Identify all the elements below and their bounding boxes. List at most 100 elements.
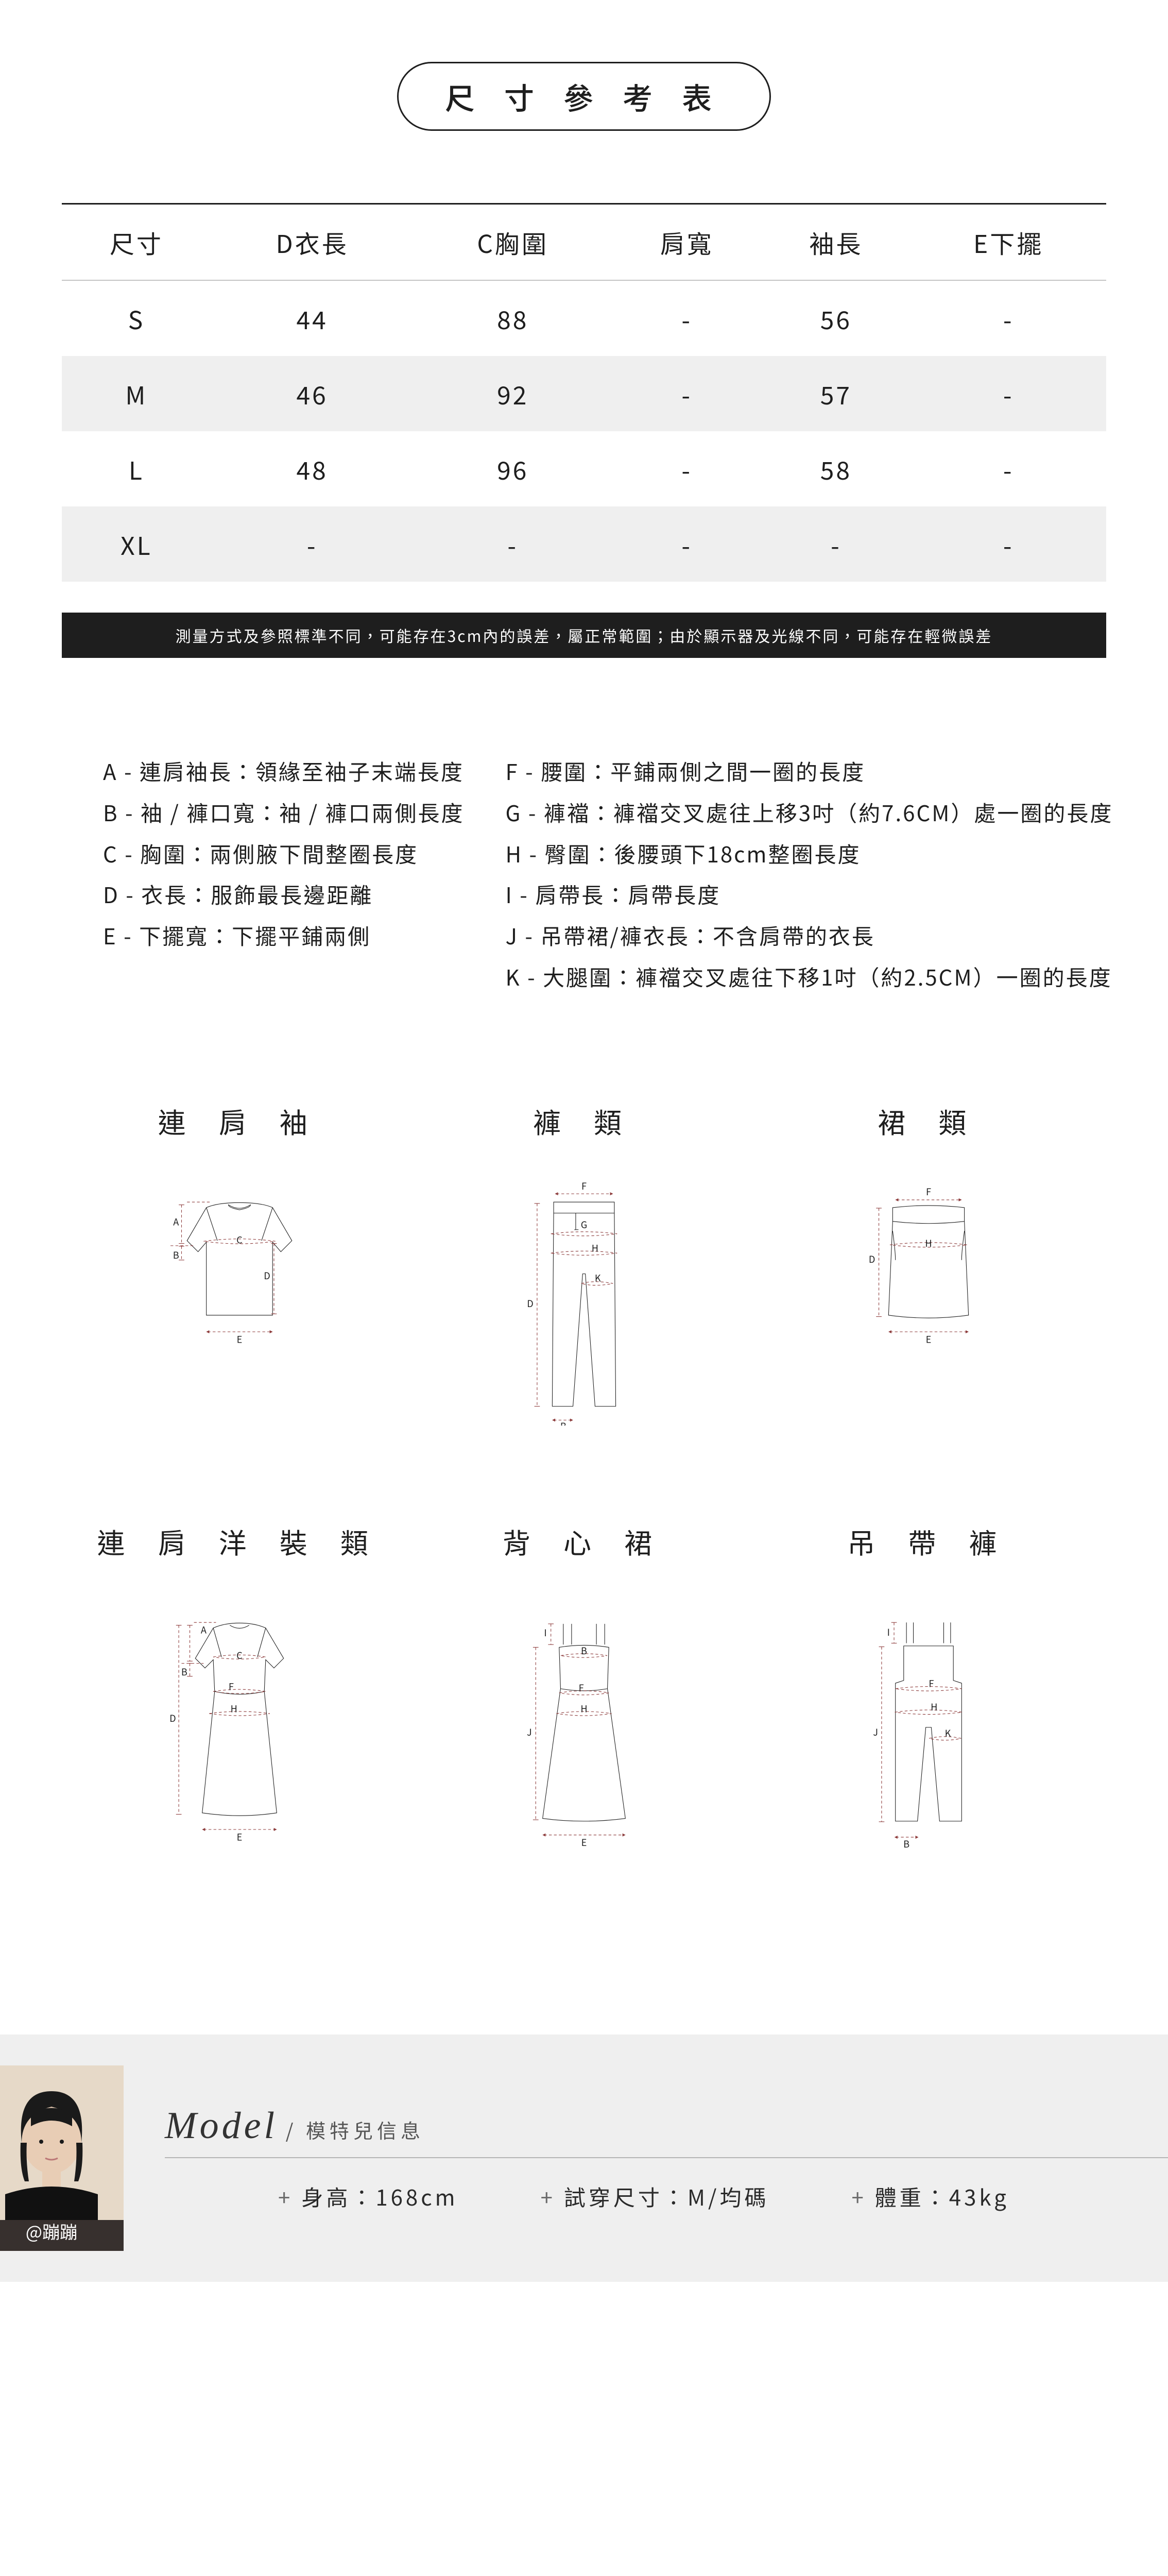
model-stat: 體重：43kg <box>851 2181 1009 2212</box>
size-table-cell: - <box>612 431 762 506</box>
diagram-svg: C F H A B D E <box>162 1598 317 1854</box>
diagram-svg: B F H I J E <box>507 1598 661 1860</box>
legend-item: C - 胸圍：兩側腋下間整圈長度 <box>103 833 465 874</box>
size-table-cell: - <box>911 356 1106 431</box>
svg-text:E: E <box>581 1836 587 1849</box>
diagram: 連 肩 袖 C D E A B <box>82 1100 396 1428</box>
size-table-cell: S <box>62 280 211 356</box>
diagram-title: 吊 帶 褲 <box>847 1521 1010 1562</box>
size-table-cell: XL <box>62 506 211 582</box>
model-heading-row: Model / 模特兒信息 <box>165 2104 1168 2158</box>
diagram-grid: 連 肩 袖 C D E A B 褲 類 G H K F D B 裙 類 H F … <box>82 1100 1086 1860</box>
diagram: 吊 帶 褲 F H K I J B <box>772 1521 1086 1860</box>
size-table-header: D衣長 <box>211 204 414 281</box>
diagram: 褲 類 G H K F D B <box>427 1100 741 1428</box>
size-table-row: XL----- <box>62 506 1106 582</box>
svg-text:F: F <box>926 1185 931 1198</box>
svg-text:K: K <box>945 1726 951 1740</box>
svg-text:I: I <box>544 1626 546 1639</box>
svg-text:A: A <box>200 1623 206 1637</box>
size-table-cell: 58 <box>762 431 911 506</box>
svg-text:G: G <box>581 1218 588 1231</box>
legend-col-right: F - 腰圍：平鋪兩側之間一圈的長度G - 褲襠：褲襠交叉處往上移3吋（約7.6… <box>506 751 1113 997</box>
diagram-title: 連 肩 洋 裝 類 <box>97 1521 381 1562</box>
model-stat: 試穿尺寸：M/均碼 <box>541 2181 769 2212</box>
legend-item: F - 腰圍：平鋪兩側之間一圈的長度 <box>506 751 1113 792</box>
size-table-cell: - <box>911 280 1106 356</box>
diagram: 裙 類 H F D E <box>772 1100 1086 1428</box>
svg-text:B: B <box>181 1665 187 1679</box>
svg-text:H: H <box>931 1700 937 1714</box>
model-handle: @蹦蹦 <box>26 2218 77 2244</box>
size-table-cell: 96 <box>414 431 612 506</box>
svg-text:C: C <box>236 1649 243 1662</box>
svg-text:D: D <box>264 1269 270 1282</box>
size-table-header-row: 尺寸D衣長C胸圍肩寬袖長E下擺 <box>62 204 1106 281</box>
legend-item: B - 袖 / 褲口寬：袖 / 褲口兩側長度 <box>103 792 465 833</box>
svg-text:H: H <box>230 1702 237 1715</box>
size-table-cell: 44 <box>211 280 414 356</box>
svg-text:D: D <box>169 1711 176 1725</box>
size-table-cell: - <box>911 431 1106 506</box>
size-table-header: E下擺 <box>911 204 1106 281</box>
size-table-cell: 88 <box>414 280 612 356</box>
size-table-cell: - <box>414 506 612 582</box>
svg-text:E: E <box>236 1830 242 1843</box>
diagram: 背 心 裙 B F H I J E <box>427 1521 741 1860</box>
size-table: 尺寸D衣長C胸圍肩寬袖長E下擺 S4488-56-M4692-57-L4896-… <box>62 203 1106 582</box>
size-table-cell: M <box>62 356 211 431</box>
model-photo: @蹦蹦 <box>0 2065 124 2251</box>
svg-text:H: H <box>580 1702 587 1715</box>
size-table-body: S4488-56-M4692-57-L4896-58-XL----- <box>62 280 1106 582</box>
size-table-cell: - <box>211 506 414 582</box>
diagram-title: 連 肩 袖 <box>158 1100 321 1141</box>
size-table-cell: L <box>62 431 211 506</box>
size-table-row: L4896-58- <box>62 431 1106 506</box>
svg-text:F: F <box>579 1681 584 1694</box>
svg-text:J: J <box>873 1725 879 1739</box>
diagram-svg: H F D E <box>851 1177 1006 1357</box>
model-heading: Model <box>165 2105 278 2147</box>
model-stat: 身高：168cm <box>278 2181 458 2212</box>
size-table-row: S4488-56- <box>62 280 1106 356</box>
svg-text:F: F <box>229 1680 234 1693</box>
svg-text:F: F <box>581 1179 587 1193</box>
svg-text:E: E <box>926 1332 932 1346</box>
svg-text:E: E <box>236 1332 242 1346</box>
svg-text:D: D <box>869 1252 875 1266</box>
size-table-cell: 92 <box>414 356 612 431</box>
size-table-cell: - <box>762 506 911 582</box>
svg-text:B: B <box>581 1644 587 1657</box>
size-table-cell: - <box>911 506 1106 582</box>
diagram-title: 裙 類 <box>878 1100 980 1141</box>
size-table-cell: - <box>612 506 762 582</box>
svg-text:F: F <box>929 1676 934 1690</box>
diagram-svg: C D E A B <box>162 1177 317 1351</box>
size-table-cell: 57 <box>762 356 911 431</box>
svg-text:I: I <box>887 1625 890 1639</box>
measurement-legend: A - 連肩袖長：領緣至袖子末端長度B - 袖 / 褲口寬：袖 / 褲口兩側長度… <box>103 751 1065 997</box>
size-table-cell: 46 <box>211 356 414 431</box>
size-table-header: 肩寬 <box>612 204 762 281</box>
svg-text:H: H <box>592 1241 598 1255</box>
diagram-svg: G H K F D B <box>507 1177 661 1428</box>
size-table-cell: - <box>612 356 762 431</box>
diagram-title: 褲 類 <box>533 1100 635 1141</box>
svg-text:J: J <box>527 1725 532 1739</box>
size-table-cell: 48 <box>211 431 414 506</box>
model-stats: 身高：168cm 試穿尺寸：M/均碼 體重：43kg <box>165 2181 1168 2212</box>
legend-item: A - 連肩袖長：領緣至袖子末端長度 <box>103 751 465 792</box>
legend-item: J - 吊帶裙/褲衣長：不含肩帶的衣長 <box>506 915 1113 956</box>
svg-text:B: B <box>903 1837 909 1851</box>
size-table-header: C胸圍 <box>414 204 612 281</box>
diagram: 連 肩 洋 裝 類 C F H A B D E <box>82 1521 396 1860</box>
page-title: 尺 寸 參 考 表 <box>397 62 771 131</box>
svg-text:B: B <box>173 1248 179 1262</box>
size-table-cell: - <box>612 280 762 356</box>
svg-text:D: D <box>527 1297 534 1310</box>
legend-item: H - 臀圍：後腰頭下18cm整圈長度 <box>506 833 1113 874</box>
svg-text:H: H <box>925 1236 932 1250</box>
svg-text:A: A <box>173 1215 179 1229</box>
svg-text:K: K <box>595 1271 601 1284</box>
legend-item: K - 大腿圍：褲襠交叉處往下移1吋（約2.5CM）一圈的長度 <box>506 956 1113 997</box>
